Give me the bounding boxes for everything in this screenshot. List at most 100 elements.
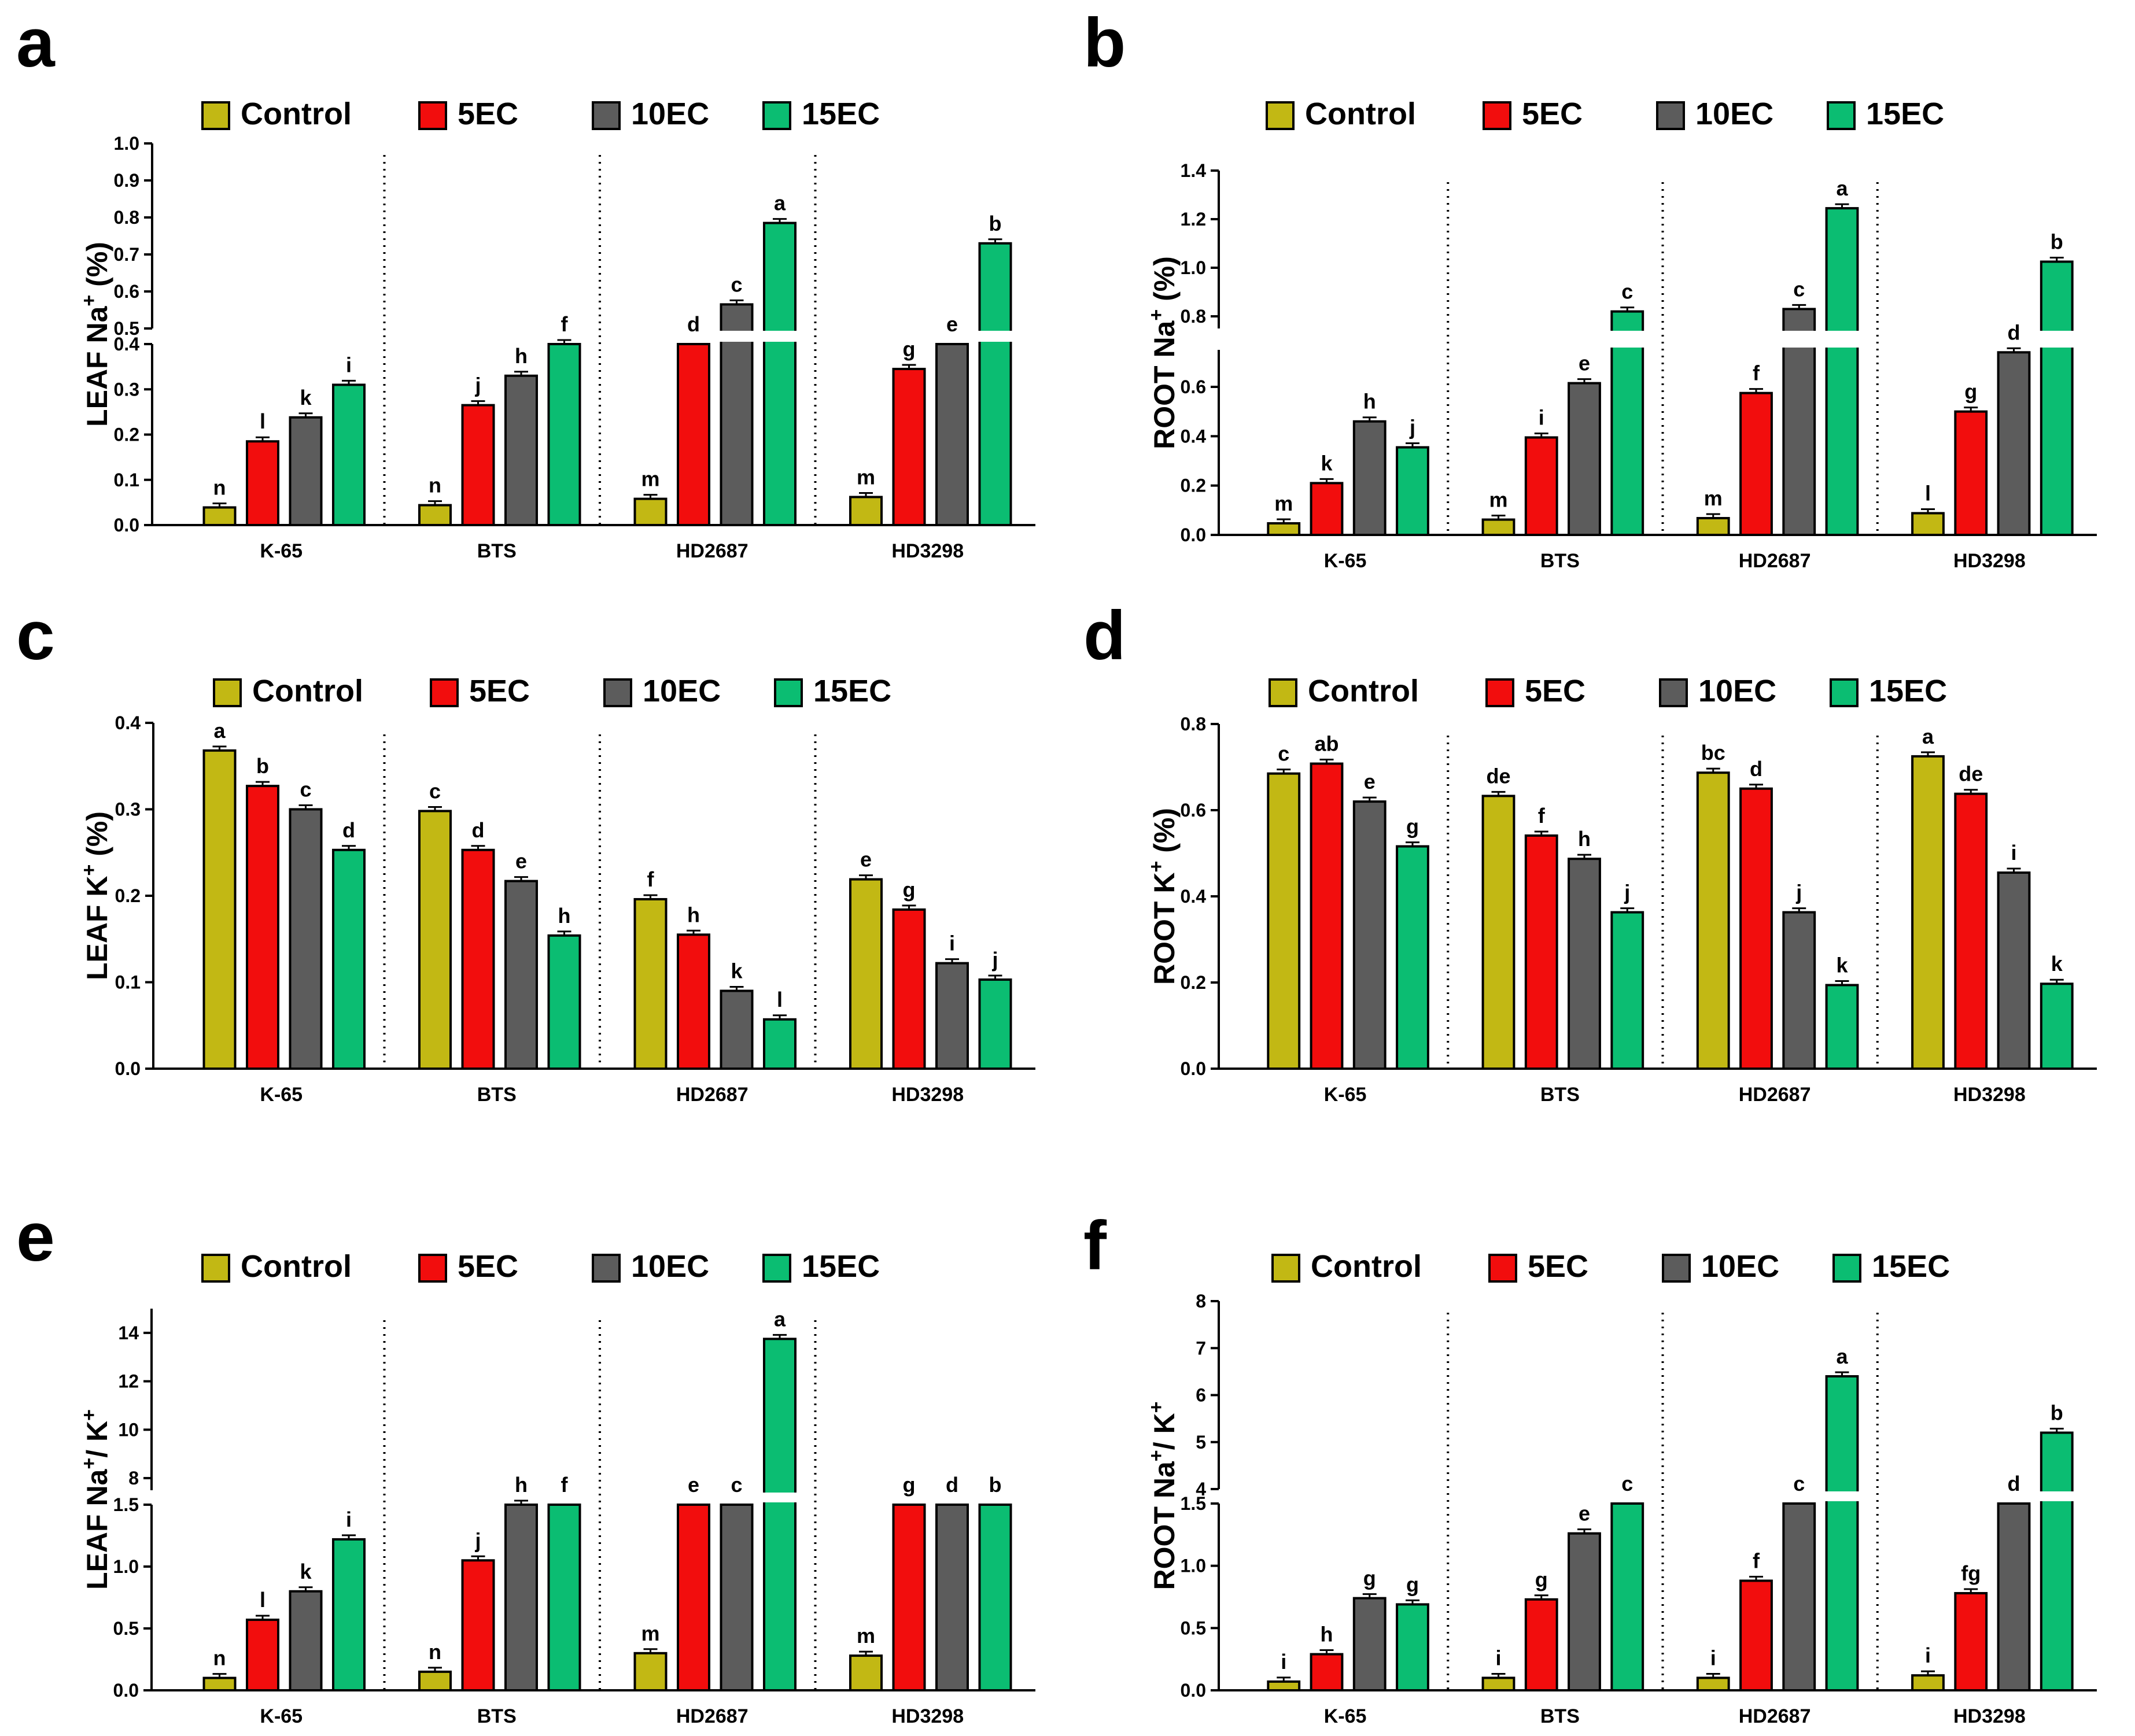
y-tick-label: 0.3 bbox=[114, 379, 139, 400]
significance-letter: f bbox=[1538, 804, 1546, 828]
group-hd3298: HD3298 m g d b bbox=[814, 1320, 1012, 1727]
bar-5ec-k-65 bbox=[245, 440, 280, 526]
y-tick-label: 1.4 bbox=[1181, 160, 1207, 181]
bar-5ec-hd2687 bbox=[1739, 787, 1773, 1070]
group-k-65: K-65 a b c d bbox=[202, 719, 366, 1106]
significance-letter: e bbox=[1579, 1502, 1590, 1526]
legend-swatch-control bbox=[1271, 1254, 1300, 1283]
y-tick-label: 1.5 bbox=[1181, 1493, 1206, 1514]
y-tick-label: 0.6 bbox=[1181, 376, 1206, 397]
significance-letter: c bbox=[731, 1473, 742, 1497]
legend-label-control: Control bbox=[1305, 97, 1416, 131]
y-tick-label: 0.6 bbox=[1181, 800, 1206, 821]
bar-5ec-k-65 bbox=[1310, 482, 1344, 537]
axis-break-gap bbox=[2039, 331, 2074, 348]
panel-e: e Control 5EC 10EC 15EC 0.0 0.5 1.0 1.5 8 10 12 14 LE… bbox=[16, 1198, 1035, 1727]
significance-letter: h bbox=[558, 904, 571, 928]
y-tick-label: 1.0 bbox=[114, 133, 139, 154]
legend-swatch-5ec bbox=[418, 101, 447, 130]
significance-letter: ab bbox=[1314, 732, 1338, 756]
significance-letter: l bbox=[260, 409, 266, 433]
significance-letter: d bbox=[687, 312, 700, 336]
significance-letter: g bbox=[903, 337, 916, 361]
bar-15ec-hd2687 bbox=[1825, 207, 1859, 537]
bar-15ec-bts bbox=[547, 343, 581, 526]
legend-swatch-10ec bbox=[592, 1254, 621, 1283]
legend-swatch-5ec bbox=[1488, 1254, 1517, 1283]
group-hd2687: HD2687 m e c a bbox=[599, 1307, 798, 1727]
legend-swatch-5ec bbox=[418, 1254, 447, 1283]
y-tick-label: 0.2 bbox=[1181, 972, 1206, 993]
significance-letter: n bbox=[429, 1640, 441, 1664]
bar-15ec-hd2687 bbox=[762, 1338, 797, 1692]
significance-letter: h bbox=[515, 1473, 528, 1497]
panel-d: d Control 5EC 10EC 15EC 0.0 0.2 0.4 0.6 0.8 ROOT K… bbox=[1083, 597, 2097, 1106]
significance-letter: g bbox=[1363, 1567, 1376, 1590]
significance-letter: f bbox=[647, 867, 655, 891]
significance-letter: a bbox=[774, 1307, 786, 1331]
y-axis-label-rest: (%) bbox=[81, 242, 113, 295]
y-tick-label: 0.8 bbox=[1181, 714, 1206, 734]
significance-letter: c bbox=[300, 778, 311, 801]
y-tick-label: 0.5 bbox=[114, 318, 139, 339]
y-axis-label-rest: (%) bbox=[81, 811, 113, 865]
significance-letter: c bbox=[1278, 742, 1289, 766]
y-tick-label: 1.5 bbox=[113, 1494, 139, 1515]
x-tick-label: HD2687 bbox=[676, 540, 748, 562]
y-tick-label: 1.2 bbox=[1181, 209, 1206, 230]
y-tick-label: 0.9 bbox=[114, 170, 139, 191]
y-tick-label: 0.4 bbox=[1181, 426, 1207, 446]
significance-letter: b bbox=[256, 754, 269, 778]
group-hd3298: HD3298 i fg d b bbox=[1876, 1313, 2074, 1727]
y-tick-label: 4 bbox=[1196, 1479, 1206, 1499]
x-tick-label: BTS bbox=[477, 540, 517, 562]
y-tick-label: 8 bbox=[128, 1468, 139, 1488]
legend-swatch-10ec bbox=[1659, 678, 1688, 707]
y-axis-label: ROOT K+ (%) bbox=[1145, 808, 1181, 985]
y-axis-label-sup: + bbox=[1145, 861, 1167, 873]
bar-10ec-k-65 bbox=[1352, 420, 1387, 536]
y-tick-label: 1.0 bbox=[1181, 1556, 1206, 1576]
bar-15ec-k-65 bbox=[1396, 446, 1429, 536]
legend-label-control: Control bbox=[1311, 1249, 1422, 1284]
y-axis-label: LEAF Na+/ K+ bbox=[78, 1409, 113, 1590]
axis-break-gap bbox=[719, 331, 754, 342]
significance-letter: f bbox=[561, 1473, 569, 1497]
bar-5ec-hd3298 bbox=[1954, 410, 1988, 537]
panel-letter-c: c bbox=[16, 597, 55, 674]
significance-letter: j bbox=[474, 1528, 481, 1552]
significance-letter: k bbox=[1836, 953, 1848, 977]
significance-letter: j bbox=[1795, 881, 1802, 904]
significance-letter: m bbox=[1274, 492, 1293, 515]
bar-10ec-hd2687 bbox=[1782, 1502, 1816, 1691]
significance-letter: c bbox=[731, 272, 742, 296]
significance-letter: d bbox=[472, 818, 485, 842]
bar-5ec-bts bbox=[461, 404, 495, 527]
y-tick-label: 0.2 bbox=[1181, 475, 1206, 496]
bar-control-hd3298 bbox=[849, 496, 883, 526]
bar-10ec-k-65 bbox=[289, 1590, 323, 1691]
panel-letter-a: a bbox=[16, 4, 56, 82]
significance-letter: n bbox=[429, 474, 441, 497]
significance-letter: m bbox=[1489, 488, 1507, 512]
y-axis-label-sup: + bbox=[78, 1458, 100, 1469]
y-axis-label: ROOT Na+ (%) bbox=[1145, 256, 1181, 449]
bar-10ec-k-65 bbox=[289, 416, 323, 527]
significance-letter: c bbox=[1793, 277, 1805, 301]
bar-control-k-65 bbox=[202, 506, 237, 526]
significance-letter: h bbox=[1578, 827, 1591, 851]
axes: 0.0 0.2 0.4 0.6 0.8 bbox=[1181, 714, 2097, 1079]
x-tick-label: K-65 bbox=[260, 1084, 303, 1106]
significance-letter: j bbox=[991, 948, 998, 972]
significance-letter: de bbox=[1486, 764, 1510, 788]
legend-label-5ec: 5EC bbox=[1522, 97, 1583, 131]
y-tick-label: 5 bbox=[1196, 1432, 1206, 1453]
legend-label-15ec: 15EC bbox=[802, 1249, 880, 1284]
legend-swatch-5ec bbox=[1485, 678, 1514, 707]
y-tick-label: 1.0 bbox=[1181, 257, 1206, 278]
bar-15ec-hd3298 bbox=[978, 1504, 1012, 1691]
y-axis-label-sup: + bbox=[1145, 1450, 1167, 1461]
bar-control-hd2687 bbox=[1696, 1676, 1730, 1692]
legend-swatch-5ec bbox=[1483, 101, 1511, 130]
legend: Control 5EC 10EC 15EC bbox=[201, 97, 880, 131]
